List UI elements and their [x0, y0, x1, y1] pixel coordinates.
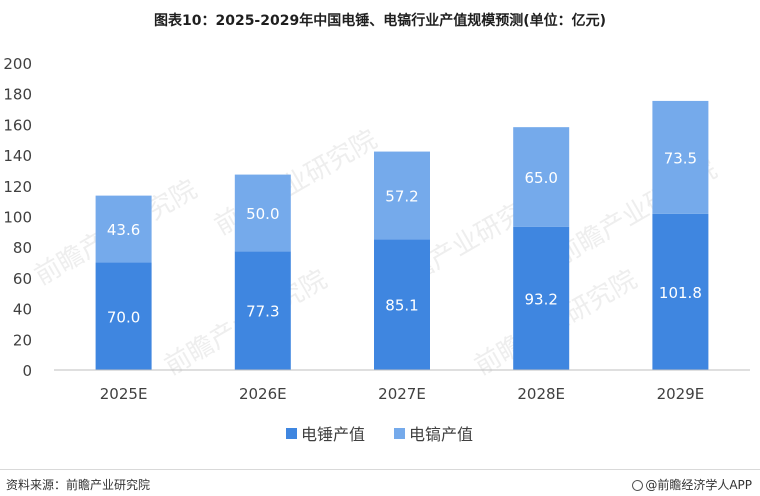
data-label: 77.3 [246, 303, 279, 321]
bar-segment [513, 226, 570, 370]
x-tick-label: 2025E [100, 385, 148, 403]
bars: 70.0 43.6 77.3 50.0 85.1 57.2 93.2 65.0 101.8 73.… [95, 100, 709, 370]
bar-segment [234, 251, 291, 370]
data-label: 70.0 [107, 308, 140, 326]
brand-credit: @前瞻经济学人APP [632, 476, 752, 493]
y-tick-label: 200 [3, 55, 32, 73]
legend-swatch [286, 428, 297, 439]
y-tick-label: 140 [3, 147, 32, 165]
data-label: 57.2 [385, 187, 418, 205]
data-label: 65.0 [524, 169, 557, 187]
data-label: 101.8 [659, 284, 702, 302]
data-label: 43.6 [107, 221, 140, 239]
footer: 资料来源：前瞻产业研究院 @前瞻经济学人APP [0, 469, 760, 496]
data-label: 50.0 [246, 205, 279, 223]
y-tick-label: 0 [22, 362, 32, 380]
y-tick-label: 160 [3, 116, 32, 134]
brand-logo-icon [632, 480, 644, 491]
x-tick-label: 2029E [657, 385, 705, 403]
bar-segment [374, 151, 430, 240]
y-tick-label: 120 [3, 178, 32, 196]
y-tick-label: 80 [13, 239, 32, 257]
y-tick-label: 60 [13, 270, 32, 288]
y-tick-label: 20 [13, 331, 32, 349]
x-axis: 2025E 2026E 2027E 2028E 2029E [54, 369, 750, 403]
y-tick-label: 40 [13, 301, 32, 319]
x-tick-label: 2027E [378, 385, 426, 403]
bar-segment [95, 195, 152, 263]
legend-swatch [394, 428, 405, 439]
legend-label: 电镐产值 [409, 425, 473, 444]
x-tick-label: 2026E [239, 385, 287, 403]
chart-title: 图表10：2025-2029年中国电锤、电镐行业产值规模预测(单位：亿元) [153, 13, 607, 29]
bar-segment [374, 239, 430, 370]
bar-segment [234, 174, 291, 252]
bar-segment [513, 127, 570, 227]
data-label: 73.5 [664, 149, 697, 167]
y-tick-label: 180 [3, 86, 32, 104]
y-axis: 0 20 40 60 80 100 120 140 160 180 200 [3, 55, 32, 380]
bar-segment [95, 262, 152, 370]
data-label: 85.1 [385, 297, 418, 315]
brand-text: @前瞻经济学人APP [645, 478, 752, 492]
chart-canvas: 前瞻产业研究院前瞻产业研究院前瞻产业研究院前瞻产业研究院前瞻产业研究院前瞻产业研… [3, 55, 750, 444]
bar-segment [652, 100, 709, 214]
y-tick-label: 100 [3, 209, 32, 227]
x-tick-label: 2028E [517, 385, 565, 403]
bar-segment [652, 213, 709, 370]
legend: 电锤产值 电镐产值 [286, 425, 473, 444]
legend-label: 电锤产值 [301, 425, 365, 444]
source-note: 资料来源：前瞻产业研究院 [6, 478, 151, 492]
data-label: 93.2 [524, 290, 557, 308]
